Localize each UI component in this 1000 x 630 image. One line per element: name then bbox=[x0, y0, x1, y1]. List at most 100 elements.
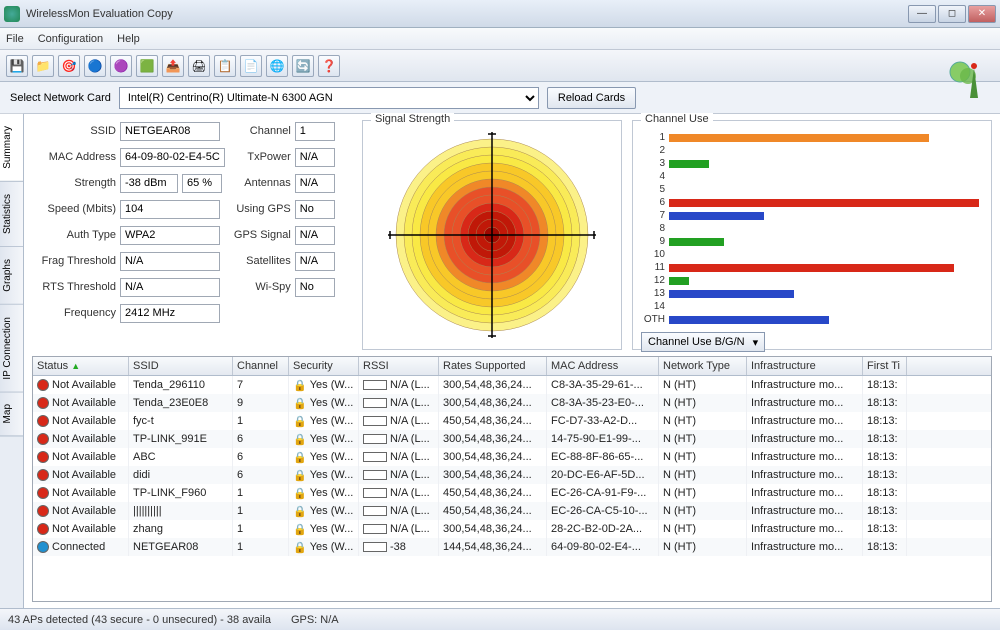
channel-use-panel: Channel Use 1234567891011121314OTH Chann… bbox=[632, 120, 992, 350]
strength-dbm: -38 dBm bbox=[120, 174, 178, 193]
table-row[interactable]: Not Availablefyc-t1🔒Yes (W... N/A (L...4… bbox=[33, 412, 991, 430]
signal-strength-panel: Signal Strength bbox=[362, 120, 622, 350]
app1-icon[interactable]: 🔵 bbox=[84, 55, 106, 77]
table-row[interactable]: Not Availabledidi6🔒Yes (W... N/A (L...30… bbox=[33, 466, 991, 484]
channel-value: 1 bbox=[295, 122, 335, 141]
channel-label: Channel bbox=[231, 125, 291, 137]
app2-icon[interactable]: 🟣 bbox=[110, 55, 132, 77]
network-card-label: Select Network Card bbox=[10, 92, 111, 104]
rts-label: RTS Threshold bbox=[32, 281, 116, 293]
reload-cards-button[interactable]: Reload Cards bbox=[547, 87, 636, 109]
channel-bar-4: 4 bbox=[641, 170, 983, 183]
col-ssid[interactable]: SSID bbox=[129, 357, 233, 375]
antenna-icon bbox=[940, 54, 988, 102]
app3-icon[interactable]: 🟩 bbox=[136, 55, 158, 77]
wispy-value: No bbox=[295, 278, 335, 297]
network-card-select[interactable]: Intel(R) Centrino(R) Ultimate-N 6300 AGN bbox=[119, 87, 539, 109]
channel-bar-8: 8 bbox=[641, 222, 983, 235]
ssid-value: NETGEAR08 bbox=[120, 122, 220, 141]
table-row[interactable]: Not AvailableTenda_23E0E89🔒Yes (W... N/A… bbox=[33, 394, 991, 412]
channel-bar-7: 7 bbox=[641, 209, 983, 222]
channel-title: Channel Use bbox=[641, 113, 713, 125]
menu-help[interactable]: Help bbox=[117, 33, 140, 45]
col-network-type[interactable]: Network Type bbox=[659, 357, 747, 375]
menubar: File Configuration Help bbox=[0, 28, 1000, 50]
help-icon[interactable]: ❓ bbox=[318, 55, 340, 77]
maximize-button[interactable]: ◻ bbox=[938, 5, 966, 23]
antennas-value: N/A bbox=[295, 174, 335, 193]
status-gps: GPS: N/A bbox=[291, 614, 339, 626]
copy-icon[interactable]: 📋 bbox=[214, 55, 236, 77]
table-row[interactable]: ConnectedNETGEAR081🔒Yes (W... -38144,54,… bbox=[33, 538, 991, 556]
channel-bar-14: 14 bbox=[641, 300, 983, 313]
ssid-label: SSID bbox=[32, 125, 116, 137]
mac-label: MAC Address bbox=[32, 151, 116, 163]
clipboard-icon[interactable]: 📄 bbox=[240, 55, 262, 77]
frag-label: Frag Threshold bbox=[32, 255, 116, 267]
sat-label: Satellites bbox=[231, 255, 291, 267]
signal-radar bbox=[382, 130, 602, 340]
txpower-value: N/A bbox=[295, 148, 335, 167]
col-first-ti[interactable]: First Ti bbox=[863, 357, 907, 375]
channel-bar-1: 1 bbox=[641, 131, 983, 144]
tab-statistics[interactable]: Statistics bbox=[0, 182, 23, 247]
status-aps: 43 APs detected (43 secure - 0 unsecured… bbox=[8, 614, 271, 626]
export-icon[interactable]: 📤 bbox=[162, 55, 184, 77]
col-mac-address[interactable]: MAC Address bbox=[547, 357, 659, 375]
channel-bar-OTH: OTH bbox=[641, 313, 983, 326]
folder-icon[interactable]: 📁 bbox=[32, 55, 54, 77]
table-body[interactable]: Not AvailableTenda_2961107🔒Yes (W... N/A… bbox=[33, 376, 991, 601]
antennas-label: Antennas bbox=[231, 177, 291, 189]
channel-use-selector[interactable]: Channel Use B/G/N▾ bbox=[641, 332, 765, 352]
rts-value: N/A bbox=[120, 278, 220, 297]
menu-configuration[interactable]: Configuration bbox=[38, 33, 103, 45]
col-rates-supported[interactable]: Rates Supported bbox=[439, 357, 547, 375]
auth-label: Auth Type bbox=[32, 229, 116, 241]
print-icon[interactable]: 🖨 bbox=[188, 55, 210, 77]
gps-value: No bbox=[295, 200, 335, 219]
txpower-label: TxPower bbox=[231, 151, 291, 163]
channel-bar-10: 10 bbox=[641, 248, 983, 261]
wispy-label: Wi-Spy bbox=[231, 281, 291, 293]
table-row[interactable]: Not Available||||||||||1🔒Yes (W... N/A (… bbox=[33, 502, 991, 520]
frag-value: N/A bbox=[120, 252, 220, 271]
close-button[interactable]: ✕ bbox=[968, 5, 996, 23]
freq-label: Frequency bbox=[32, 307, 116, 319]
gpssig-label: GPS Signal bbox=[231, 229, 291, 241]
sat-value: N/A bbox=[295, 252, 335, 271]
target-icon[interactable]: 🎯 bbox=[58, 55, 80, 77]
menu-file[interactable]: File bbox=[6, 33, 24, 45]
table-row[interactable]: Not AvailableTP-LINK_F9601🔒Yes (W... N/A… bbox=[33, 484, 991, 502]
table-row[interactable]: Not Availablezhang1🔒Yes (W... N/A (L...3… bbox=[33, 520, 991, 538]
gps-label: Using GPS bbox=[231, 203, 291, 215]
speed-value: 104 bbox=[120, 200, 220, 219]
table-row[interactable]: Not AvailableTP-LINK_991E6🔒Yes (W... N/A… bbox=[33, 430, 991, 448]
refresh-icon[interactable]: 🔄 bbox=[292, 55, 314, 77]
col-rssi[interactable]: RSSI bbox=[359, 357, 439, 375]
table-row[interactable]: Not AvailableABC6🔒Yes (W... N/A (L...300… bbox=[33, 448, 991, 466]
channel-bar-13: 13 bbox=[641, 287, 983, 300]
minimize-button[interactable]: — bbox=[908, 5, 936, 23]
network-card-row: Select Network Card Intel(R) Centrino(R)… bbox=[0, 82, 1000, 114]
tab-map[interactable]: Map bbox=[0, 392, 23, 436]
speed-label: Speed (Mbits) bbox=[32, 203, 116, 215]
toolbar: 💾📁🎯🔵🟣🟩📤🖨📋📄🌐🔄❓ bbox=[0, 50, 1000, 82]
tab-ip-connection[interactable]: IP Connection bbox=[0, 305, 23, 393]
channel-bar-6: 6 bbox=[641, 196, 983, 209]
col-infrastructure[interactable]: Infrastructure bbox=[747, 357, 863, 375]
col-status[interactable]: Status ▲ bbox=[33, 357, 129, 375]
table-header: Status ▲SSIDChannelSecurityRSSIRates Sup… bbox=[33, 357, 991, 376]
freq-value: 2412 MHz bbox=[120, 304, 220, 323]
tab-summary[interactable]: Summary bbox=[0, 114, 23, 182]
channel-bar-11: 11 bbox=[641, 261, 983, 274]
col-channel[interactable]: Channel bbox=[233, 357, 289, 375]
tab-graphs[interactable]: Graphs bbox=[0, 247, 23, 305]
window-title: WirelessMon Evaluation Copy bbox=[26, 8, 908, 20]
chevron-down-icon: ▾ bbox=[753, 336, 759, 349]
table-row[interactable]: Not AvailableTenda_2961107🔒Yes (W... N/A… bbox=[33, 376, 991, 394]
col-security[interactable]: Security bbox=[289, 357, 359, 375]
save-icon[interactable]: 💾 bbox=[6, 55, 28, 77]
channel-bar-9: 9 bbox=[641, 235, 983, 248]
globe-icon[interactable]: 🌐 bbox=[266, 55, 288, 77]
gpssig-value: N/A bbox=[295, 226, 335, 245]
